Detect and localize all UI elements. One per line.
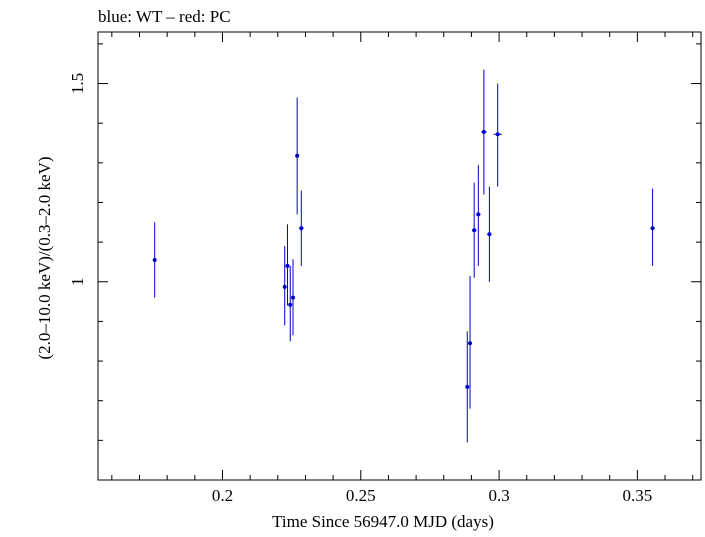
data-marker	[288, 302, 293, 307]
data-point	[299, 190, 304, 266]
data-point	[285, 224, 290, 306]
data-marker	[285, 263, 290, 268]
data-marker	[152, 257, 157, 262]
x-tick-label: 0.35	[623, 486, 653, 505]
y-tick-label: 1.5	[68, 73, 87, 94]
data-marker	[650, 226, 655, 231]
chart-title: blue: WT – red: PC	[98, 7, 231, 26]
y-tick-label: 1	[68, 278, 87, 287]
x-axis-title: Time Since 56947.0 MJD (days)	[272, 512, 494, 531]
data-point	[291, 259, 296, 336]
data-point	[295, 97, 300, 215]
x-tick-label: 0.3	[488, 486, 509, 505]
data-marker	[468, 341, 473, 346]
data-marker	[299, 226, 304, 231]
data-marker	[291, 295, 296, 300]
data-marker	[495, 132, 500, 137]
data-marker	[282, 284, 287, 289]
plot-frame	[97, 31, 702, 481]
data-point	[468, 275, 473, 409]
x-tick-label: 0.25	[346, 486, 376, 505]
data-point	[282, 246, 287, 326]
x-tick-label: 0.2	[212, 486, 233, 505]
data-point	[465, 331, 470, 443]
data-point	[493, 83, 502, 187]
axis-ticks	[98, 32, 701, 481]
data-marker	[481, 129, 486, 134]
data-marker	[295, 153, 300, 158]
tick-labels: 0.2 0.25 0.3 0.35 1 1.5	[68, 73, 652, 505]
data-point	[481, 69, 487, 195]
data-marker	[487, 232, 492, 237]
data-point	[476, 164, 481, 266]
data-series	[152, 69, 655, 443]
data-point	[650, 188, 655, 266]
data-point	[471, 182, 477, 278]
data-point	[152, 222, 157, 298]
y-axis-title: (2.0–10.0 keV)/(0.3–2.0 keV)	[35, 156, 54, 359]
data-point	[487, 186, 492, 282]
data-marker	[465, 384, 470, 389]
data-marker	[472, 228, 477, 233]
data-point	[288, 265, 293, 342]
data-marker	[476, 212, 481, 217]
